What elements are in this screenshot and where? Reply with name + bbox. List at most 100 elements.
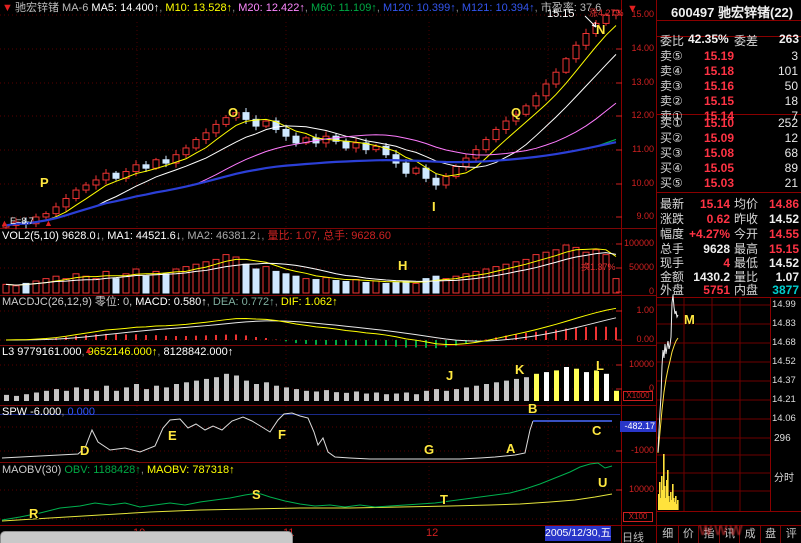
ask-price: 15.19: [703, 49, 734, 63]
macd-header: MACDJC(26,12,9) 零位: 0, MACD: 0.580↑, DEA…: [2, 297, 338, 308]
intraday-price-label: 14.99: [772, 299, 796, 310]
bid-row-1[interactable]: 买① 15.10 252: [658, 117, 800, 131]
intraday-price-label: 14.21: [772, 394, 796, 405]
tab-指[interactable]: 指: [698, 526, 719, 543]
l3-multiplier-box: X1000: [623, 391, 653, 401]
ask-row-2[interactable]: 卖② 15.15 18: [658, 95, 800, 109]
tab-成[interactable]: 成: [739, 526, 760, 543]
main-ma-header: 驰宏锌锗 MA-6 MA5: 14.400↑, M10: 13.528↑, M2…: [15, 3, 601, 14]
bid-price: 15.10: [703, 116, 734, 130]
weibi-label: 委比: [660, 34, 685, 48]
ask-level-label: 卖⑤: [660, 49, 683, 63]
ask-row-4[interactable]: 卖④ 15.18 101: [658, 65, 800, 79]
header-segment: M10: 13.528↑: [165, 2, 233, 14]
bid-row-2[interactable]: 买② 15.09 12: [658, 132, 800, 146]
bid-price: 15.03: [703, 176, 734, 190]
stock-title: 600497 驰宏锌锗(22): [671, 5, 794, 20]
header-segment: ,: [101, 230, 108, 242]
ask-level-label: 卖④: [660, 64, 683, 78]
ask-level-label: 卖②: [660, 94, 683, 108]
marker-letter-J: J: [446, 368, 454, 383]
left-price-marker: E=8.7: [10, 216, 34, 226]
ask-row-5[interactable]: 卖⑤ 15.19 3: [658, 50, 800, 64]
header-segment: M20: 12.422↑: [238, 2, 305, 14]
weicha-value: 263: [778, 32, 799, 46]
header-segment: MA2: 46381.2↓: [187, 230, 262, 242]
tab-讯[interactable]: 讯: [718, 526, 740, 543]
bid-level-label: 买②: [660, 131, 683, 145]
bid-price: 15.05: [703, 161, 734, 175]
marker-letter-I: I: [432, 199, 436, 214]
intraday-price-label: 14.68: [772, 337, 796, 348]
header-segment: DIF: 1.062↑: [280, 296, 338, 308]
marker-letter-A: A: [506, 441, 516, 456]
axis-label: 0: [648, 383, 654, 393]
stat-row-涨跌: 涨跌 0.62 昨收 14.52: [658, 213, 800, 227]
header-segment: SPW -6.000: [2, 406, 62, 418]
axis-label: 10.00: [631, 178, 654, 188]
marker-letter-B: B: [528, 401, 538, 416]
ask-qty: 101: [777, 64, 798, 78]
stat-label: 今开: [734, 227, 759, 241]
marker-letter-T: T: [440, 492, 448, 507]
bid-price: 15.09: [703, 131, 734, 145]
header-segment: L3 9779161.000: [2, 346, 82, 358]
stat-row-幅度: 幅度 +4.27% 今开 14.55: [658, 228, 800, 242]
tab-价[interactable]: 价: [677, 526, 699, 543]
stat-label: 昨收: [734, 212, 759, 226]
axis-label: 10000: [628, 484, 654, 494]
ask-qty: 50: [784, 79, 798, 93]
bid-row-3[interactable]: 买③ 15.08 68: [658, 147, 800, 161]
marker-letter-N: N: [596, 22, 606, 37]
tab-细[interactable]: 细: [662, 528, 674, 540]
bid-row-4[interactable]: 买④ 15.05 89: [658, 162, 800, 176]
ask-row-1[interactable]: 卖① 15.14 7: [658, 110, 800, 124]
header-segment: ,: [206, 296, 213, 308]
stat-label: 幅度: [660, 227, 685, 241]
month-label: 12: [426, 527, 439, 539]
axis-label: 0: [648, 286, 654, 296]
bid-qty: 68: [784, 146, 798, 160]
stat-value: 15.14: [699, 197, 730, 211]
header-segment: ,: [157, 346, 164, 358]
axis-label: 12.00: [631, 110, 654, 120]
stat-label: 现手: [660, 256, 685, 270]
ask-price: 15.15: [703, 94, 734, 108]
marker-letter-U: U: [598, 475, 608, 490]
l3-header: L3 9779161.000, 9652146.000↑, 8128842.00…: [2, 347, 233, 358]
header-segment: MA-6: [59, 2, 92, 14]
header-segment: 8128842.000↑: [163, 346, 234, 358]
header-segment: ,: [261, 230, 268, 242]
intraday-caption[interactable]: 分时: [774, 473, 794, 484]
bid-level-label: 买⑤: [660, 176, 683, 190]
stat-label: 内盘: [734, 283, 759, 297]
header-segment: ,: [304, 2, 311, 14]
stat-label: 均价: [734, 197, 759, 211]
stat-value: 14.86: [768, 197, 799, 211]
vol2-header: VOL2(5,10) 9628.0↓, MA1: 44521.6↓, MA2: …: [2, 231, 391, 242]
marker-letter-F: F: [278, 427, 286, 442]
stat-value: 4: [723, 256, 730, 270]
stat-value: 5751: [703, 283, 730, 297]
spw-value-box: -482.17: [620, 421, 656, 432]
marker-letter-M: M: [684, 312, 695, 327]
bid-level-label: 买④: [660, 161, 683, 175]
marker-letter-D: D: [80, 443, 90, 458]
turnover-label: 换1.37%: [581, 262, 616, 272]
stat-label: 外盘: [660, 283, 685, 297]
popup-fragment: [0, 531, 293, 543]
stat-value: 1.07: [775, 270, 799, 284]
header-segment: M60: 11.109↑: [310, 2, 377, 14]
marker-letter-H: H: [398, 258, 408, 273]
period-button[interactable]: 日线: [622, 532, 644, 543]
ask-level-label: 卖③: [660, 79, 683, 93]
ask-row-3[interactable]: 卖③ 15.16 50: [658, 80, 800, 94]
tab-盘[interactable]: 盘: [759, 526, 781, 543]
tab-评[interactable]: 评: [780, 526, 801, 543]
axis-label: -1000: [630, 445, 654, 455]
header-segment: 驰宏锌锗: [15, 2, 59, 14]
bid-row-5[interactable]: 买⑤ 15.03 21: [658, 177, 800, 191]
buy-flag-icon: ▲: [44, 218, 53, 228]
bid-qty: 12: [784, 131, 798, 145]
